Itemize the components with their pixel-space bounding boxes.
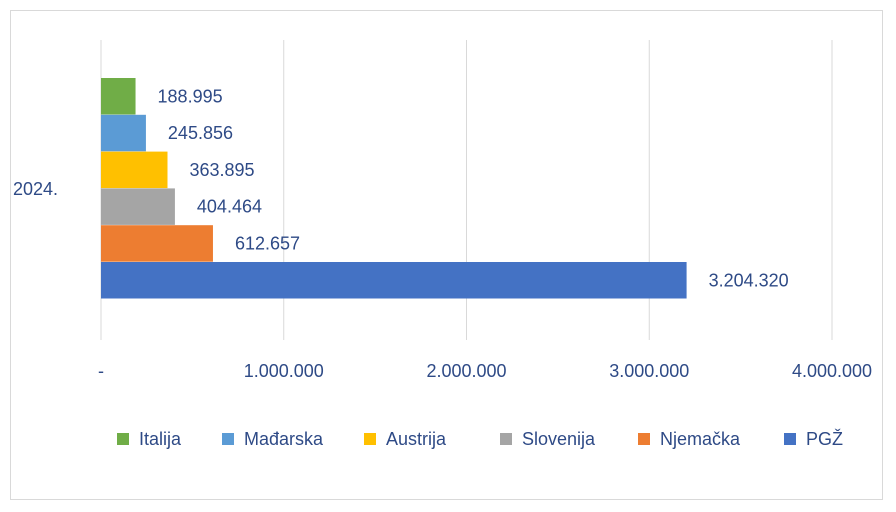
legend-swatch (222, 433, 234, 445)
legend: Italija Mađarska Austrija Slovenija Njemačka… (117, 429, 843, 449)
x-tick-label: - (98, 361, 104, 381)
bar-slovenija (101, 188, 175, 225)
data-label: 363.895 (190, 160, 255, 180)
data-label: 612.657 (235, 233, 300, 253)
legend-label: Slovenija (522, 429, 596, 449)
legend-label: Njemačka (660, 429, 741, 449)
data-labels: 188.995 245.856 363.895 404.464 612.657 3.204… (158, 86, 789, 290)
legend-swatch (364, 433, 376, 445)
x-tick-labels: - 1.000.000 2.000.000 3.000.000 4.000.000 (98, 361, 872, 381)
legend-swatch (638, 433, 650, 445)
legend-label: Austrija (386, 429, 447, 449)
data-label: 404.464 (197, 197, 262, 217)
legend-swatch (117, 433, 129, 445)
x-tick-label: 1.000.000 (244, 361, 324, 381)
bar-mađarska (101, 114, 146, 152)
legend-label: Mađarska (244, 429, 324, 449)
bar-njemačka (101, 225, 213, 262)
legend-label: PGŽ (806, 429, 843, 449)
data-label: 3.204.320 (709, 270, 789, 290)
bar-pgž (101, 262, 687, 299)
category-labels: 2024. (13, 179, 58, 199)
data-label: 245.856 (168, 123, 233, 143)
legend-swatch (500, 433, 512, 445)
bar-austrija (101, 151, 168, 189)
category-label: 2024. (13, 179, 58, 199)
legend-swatch (784, 433, 796, 445)
x-tick-label: 4.000.000 (792, 361, 872, 381)
bar-italija (101, 78, 136, 115)
x-tick-label: 3.000.000 (609, 361, 689, 381)
bars (101, 78, 687, 299)
legend-label: Italija (139, 429, 182, 449)
data-label: 188.995 (158, 86, 223, 106)
x-tick-label: 2.000.000 (426, 361, 506, 381)
